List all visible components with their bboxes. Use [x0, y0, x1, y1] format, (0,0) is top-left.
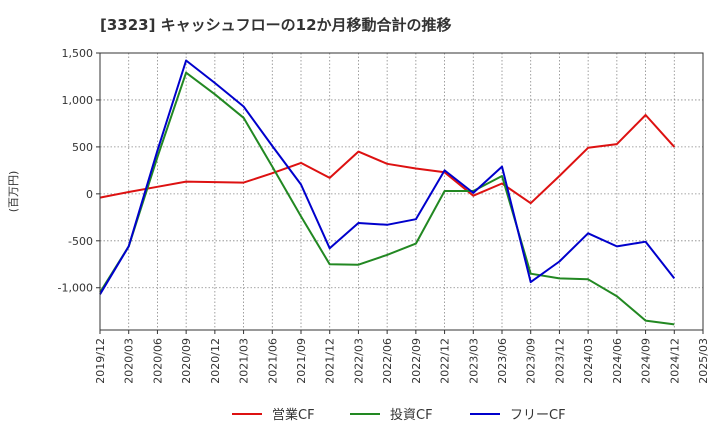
x-tick-label: 2020/12	[209, 338, 222, 384]
x-tick-label: 2025/03	[697, 338, 710, 384]
legend: 営業CF 投資CF フリーCF	[232, 407, 566, 423]
x-tick-label: 2021/03	[238, 338, 251, 384]
series-line	[99, 59, 676, 295]
y-tick-label: -500	[68, 235, 93, 248]
x-tick-label: 2024/03	[582, 338, 595, 384]
y-axis-ticks: 1,500 1,000 500 0 -500 -1,000	[58, 47, 100, 295]
x-tick-label: 2021/09	[295, 338, 308, 384]
y-tick-label: -1,000	[58, 282, 93, 295]
x-tick-label: 2022/06	[381, 338, 394, 384]
x-tick-label: 2023/12	[553, 338, 566, 384]
chart-title: [3323] キャッシュフローの12か月移動合計の推移	[100, 16, 452, 34]
plot-frame	[99, 52, 704, 331]
x-tick-label: 2023/06	[496, 338, 509, 384]
x-tick-label: 2020/03	[123, 338, 136, 384]
series-line	[99, 71, 675, 326]
series-line	[99, 114, 676, 205]
x-tick-label: 2021/12	[324, 338, 337, 384]
legend-label: 投資CF	[390, 407, 433, 423]
legend-label: フリーCF	[510, 408, 566, 423]
x-tick-label: 2022/12	[439, 338, 452, 384]
x-tick-label: 2023/03	[467, 338, 480, 384]
x-tick-label: 2024/09	[640, 338, 653, 384]
x-tick-label: 2024/12	[668, 338, 681, 384]
x-tick-label: 2021/06	[266, 338, 279, 384]
y-axis-label: (百万円)	[7, 171, 20, 213]
x-tick-label: 2023/09	[525, 338, 538, 384]
x-tick-label: 2022/09	[410, 338, 423, 384]
y-tick-label: 500	[72, 141, 93, 154]
x-tick-label: 2020/09	[180, 338, 193, 384]
grid	[100, 52, 703, 330]
y-tick-label: 1,500	[62, 47, 94, 60]
x-axis-ticks: 2019/12 2020/03 2020/06 2020/09 2020/12 2021/…	[94, 330, 710, 384]
x-tick-label: 2020/06	[151, 338, 164, 384]
legend-label: 営業CF	[272, 407, 315, 423]
series-lines	[99, 59, 676, 326]
y-tick-label: 0	[86, 188, 93, 201]
x-tick-label: 2019/12	[94, 338, 107, 384]
x-tick-label: 2022/03	[352, 338, 365, 384]
x-tick-label: 2024/06	[611, 338, 624, 384]
y-tick-label: 1,000	[62, 94, 94, 107]
